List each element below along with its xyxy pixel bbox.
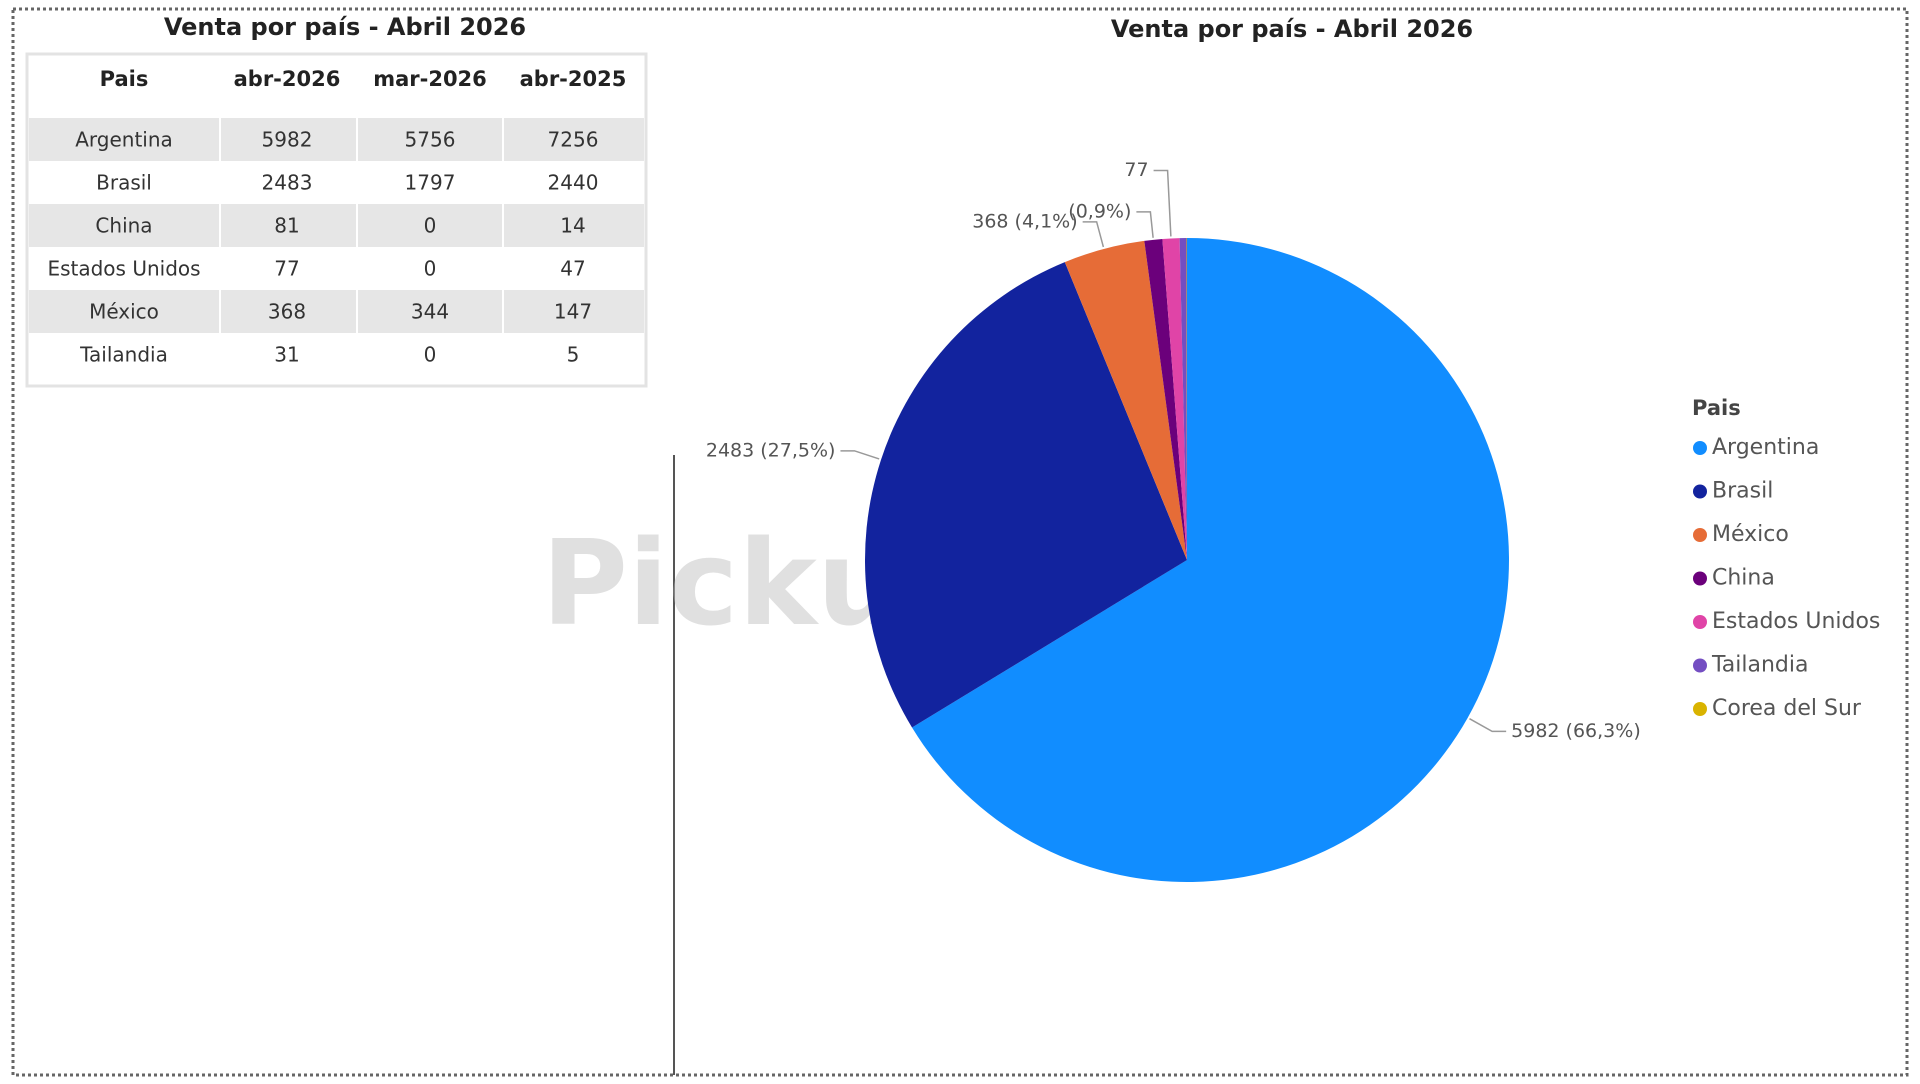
legend-swatch [1693, 441, 1707, 455]
data-label: 5982 (66,3%) [1511, 720, 1641, 742]
table-cell: 77 [274, 257, 299, 281]
table-cell: China [95, 214, 152, 238]
table-cell: 5 [567, 343, 580, 367]
table-cell: 5756 [405, 128, 456, 152]
legend-swatch [1693, 572, 1707, 586]
table-header: Pais [100, 67, 149, 91]
legend-swatch [1693, 485, 1707, 499]
table-header: abr-2025 [520, 67, 627, 91]
legend-label: Tailandia [1711, 653, 1809, 678]
table-cell: 5982 [262, 128, 313, 152]
legend-label: China [1712, 566, 1775, 591]
leader-line [1469, 719, 1506, 732]
table-cell: México [89, 300, 159, 324]
legend-swatch [1693, 528, 1707, 542]
table-header: abr-2026 [234, 67, 341, 91]
data-label: (0,9%) [1068, 200, 1131, 222]
table-cell: 2483 [262, 171, 313, 195]
table-cell: 368 [268, 300, 306, 324]
table-cell: 0 [424, 257, 437, 281]
table-cell: 147 [554, 300, 592, 324]
table-cell: Estados Unidos [47, 257, 200, 281]
table-title: Venta por país - Abril 2026 [164, 13, 526, 41]
table-cell: 0 [424, 214, 437, 238]
legend-label: Corea del Sur [1712, 696, 1862, 721]
leader-line [1136, 212, 1153, 238]
legend-swatch [1693, 659, 1707, 673]
legend-swatch [1693, 702, 1707, 716]
table-cell: 81 [274, 214, 299, 238]
table-cell: 1797 [405, 171, 456, 195]
table-cell: Tailandia [79, 343, 168, 367]
legend-label: Estados Unidos [1712, 609, 1880, 634]
table-cell: 344 [411, 300, 449, 324]
legend-swatch [1693, 615, 1707, 629]
table-cell: Brasil [96, 171, 152, 195]
table-cell: Argentina [75, 128, 173, 152]
chart-title: Venta por país - Abril 2026 [1111, 15, 1473, 43]
table-cell: 14 [560, 214, 585, 238]
legend-label: Argentina [1712, 435, 1819, 460]
data-label: 368 (4,1%) [972, 210, 1077, 232]
table-cell: 0 [424, 343, 437, 367]
data-label: 77 [1124, 159, 1148, 181]
leader-line [1083, 222, 1104, 247]
table-cell: 31 [274, 343, 299, 367]
table-header: mar-2026 [373, 67, 487, 91]
leader-line [1154, 170, 1171, 236]
legend-label: Brasil [1712, 479, 1773, 504]
data-label: 2483 (27,5%) [706, 439, 836, 461]
table-cell: 47 [560, 257, 585, 281]
legend-label: México [1712, 522, 1789, 547]
table-cell: 7256 [548, 128, 599, 152]
leader-line [840, 451, 879, 459]
legend-title: Pais [1692, 396, 1741, 420]
table-cell: 2440 [548, 171, 599, 195]
